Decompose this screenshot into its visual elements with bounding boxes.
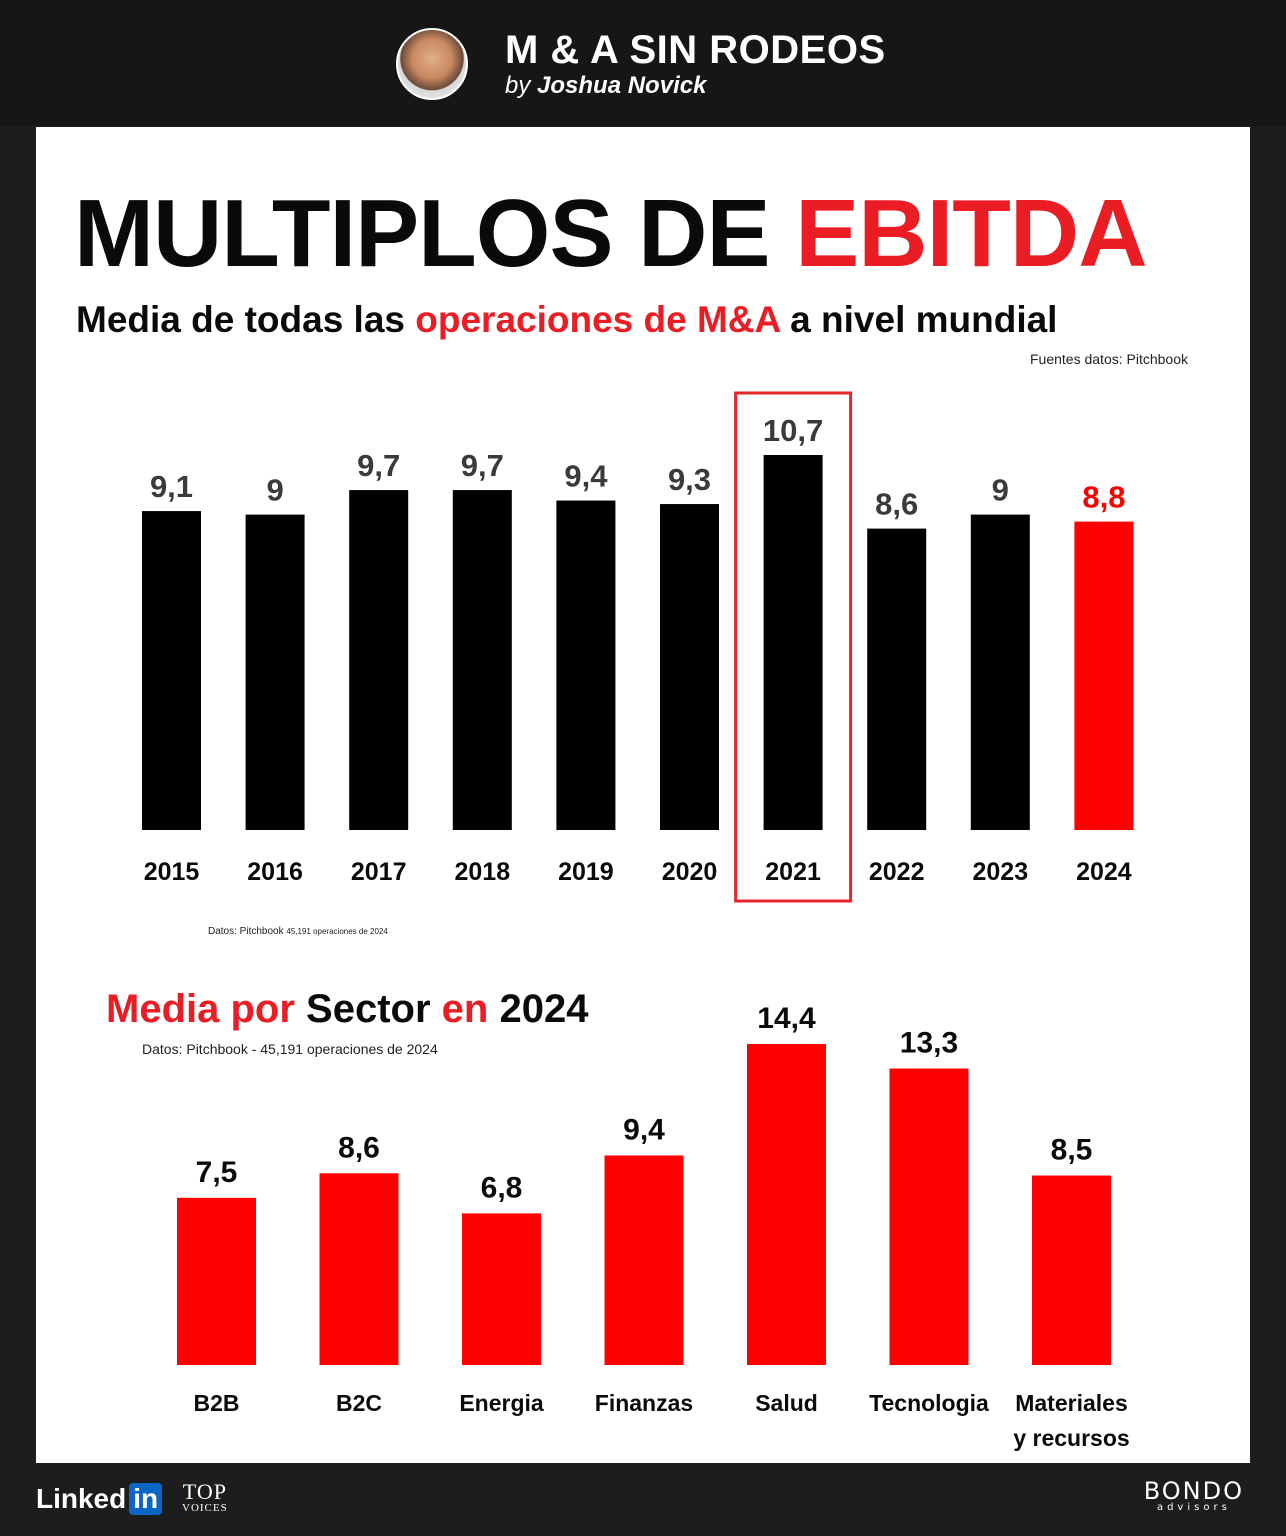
category-label-2015: 2015 <box>144 858 200 886</box>
value-label-B2B: 7,5 <box>196 1156 238 1189</box>
bar-Energia <box>462 1213 541 1365</box>
bar-2023 <box>970 514 1030 830</box>
linkedin-logo: Linked in <box>36 1483 163 1515</box>
sector-ebitda-chart: 7,5 B2B 8,6 B2C 6,8 Energia 9,4 Finanzas 14,4 Sal… <box>177 1002 1130 1451</box>
category-label-2017: 2017 <box>351 858 407 886</box>
author-avatar <box>396 28 468 100</box>
value-label-B2C: 8,6 <box>338 1131 380 1164</box>
category-label-Salud: Salud <box>755 1390 818 1416</box>
bar-B2C <box>319 1173 399 1365</box>
category-label-Materiales y recursos: y recursos <box>1013 1425 1129 1451</box>
category-label-Finanzas: Finanzas <box>595 1390 693 1416</box>
value-label-Energia: 6,8 <box>481 1171 523 1204</box>
bondo-name: BONDO <box>1143 1477 1244 1505</box>
bar-2024 <box>1074 521 1134 830</box>
top-label: TOP <box>182 1479 227 1504</box>
bar-2017 <box>349 490 409 830</box>
bar-Salud <box>747 1044 826 1365</box>
linkedin-text: Linked <box>36 1483 127 1514</box>
value-label-2019: 9,4 <box>564 459 608 494</box>
source-note-mid: Datos: Pitchbook 45,191 operaciones de 2… <box>208 926 388 937</box>
category-label-B2B: B2B <box>193 1390 239 1416</box>
top-voices-badge: TOP VOICES <box>182 1481 228 1514</box>
main-title-part2: EBITDA <box>795 180 1147 287</box>
category-label-2023: 2023 <box>972 858 1028 886</box>
footer-bar: Linked in TOP VOICES BONDO advisors <box>0 1463 1286 1536</box>
subtitle-part3: a nivel mundial <box>790 299 1058 340</box>
bondo-sub: advisors <box>1156 1502 1231 1513</box>
brand-author-name: Joshua Novick <box>537 72 707 99</box>
sector-title: Media por Sector en 2024 <box>106 987 588 1032</box>
bar-B2B <box>177 1197 256 1365</box>
category-label-2016: 2016 <box>247 858 303 886</box>
value-label-2016: 9 <box>266 473 283 508</box>
brand-byline: by Joshua Novick <box>505 72 706 100</box>
brand-by-prefix: by <box>505 72 531 99</box>
bar-2022 <box>867 528 927 830</box>
category-label-2019: 2019 <box>558 858 614 886</box>
source-note-top: Fuentes datos: Pitchbook <box>1030 351 1188 367</box>
category-label-2024: 2024 <box>1076 858 1132 886</box>
bar-Materiales y recursos <box>1032 1175 1111 1365</box>
bondo-advisors-logo: BONDO advisors <box>1144 1479 1244 1513</box>
category-label-B2C: B2C <box>336 1390 382 1416</box>
category-label-2020: 2020 <box>662 858 718 886</box>
value-label-2017: 9,7 <box>357 448 400 483</box>
category-label-2018: 2018 <box>454 858 510 886</box>
sector-title-part4: 2024 <box>499 987 589 1031</box>
bar-2020 <box>660 504 719 830</box>
category-label-2021: 2021 <box>765 858 821 886</box>
highlight-box-2021 <box>734 391 853 903</box>
value-label-Tecnologia: 13,3 <box>900 1027 958 1060</box>
value-label-2015: 9,1 <box>150 469 193 504</box>
sector-title-part1: Media por <box>106 987 295 1031</box>
value-label-2018: 9,7 <box>461 448 504 483</box>
main-title-part1: MULTIPLOS DE <box>74 180 771 287</box>
subtitle-part1: Media de todas las <box>76 299 405 340</box>
bar-2016 <box>245 514 305 830</box>
bar-2015 <box>142 511 201 830</box>
yearly-ebitda-chart: 9,1 2015 9 2016 9,7 2017 9,7 2018 9,4 2019 9,3 2020… <box>142 391 1134 903</box>
value-label-2024: 8,8 <box>1082 480 1125 515</box>
category-label-Materiales y recursos: Materiales <box>1015 1390 1128 1416</box>
bar-Tecnologia <box>889 1068 969 1365</box>
value-label-2022: 8,6 <box>875 487 918 522</box>
voices-label: VOICES <box>182 1502 228 1514</box>
source-note-sector: Datos: Pitchbook - 45,191 operaciones de… <box>142 1041 438 1057</box>
sector-title-part2: Sector <box>306 987 431 1031</box>
linkedin-badge: in <box>129 1483 163 1515</box>
bar-2021 <box>763 455 823 830</box>
source-mid-suffix: 45,191 operaciones de 2024 <box>286 927 388 936</box>
subtitle: Media de todas las operaciones de M&A a … <box>76 299 1057 341</box>
value-label-Finanzas: 9,4 <box>623 1113 665 1146</box>
bar-Finanzas <box>604 1155 684 1365</box>
category-label-Tecnologia: Tecnologia <box>869 1390 989 1416</box>
value-label-2021: 10,7 <box>763 413 823 448</box>
sector-title-part3: en <box>441 987 489 1031</box>
category-label-Energia: Energia <box>459 1390 544 1416</box>
brand-title: M & A SIN RODEOS <box>505 28 886 72</box>
subtitle-part2: operaciones de M&A <box>415 299 780 340</box>
main-title: MULTIPLOS DE EBITDA <box>74 179 1148 289</box>
category-label-2022: 2022 <box>869 858 925 886</box>
header-bar: M & A SIN RODEOS by Joshua Novick <box>0 0 1286 126</box>
infographic-card: MULTIPLOS DE EBITDA Media de todas las o… <box>36 127 1250 1463</box>
value-label-Salud: 14,4 <box>757 1002 816 1035</box>
bar-2019 <box>556 500 616 830</box>
source-mid-prefix: Datos: Pitchbook <box>208 926 284 937</box>
bar-2018 <box>452 490 512 830</box>
value-label-2020: 9,3 <box>668 462 711 497</box>
value-label-Materiales y recursos: 8,5 <box>1051 1134 1093 1167</box>
value-label-2023: 9 <box>992 473 1009 508</box>
